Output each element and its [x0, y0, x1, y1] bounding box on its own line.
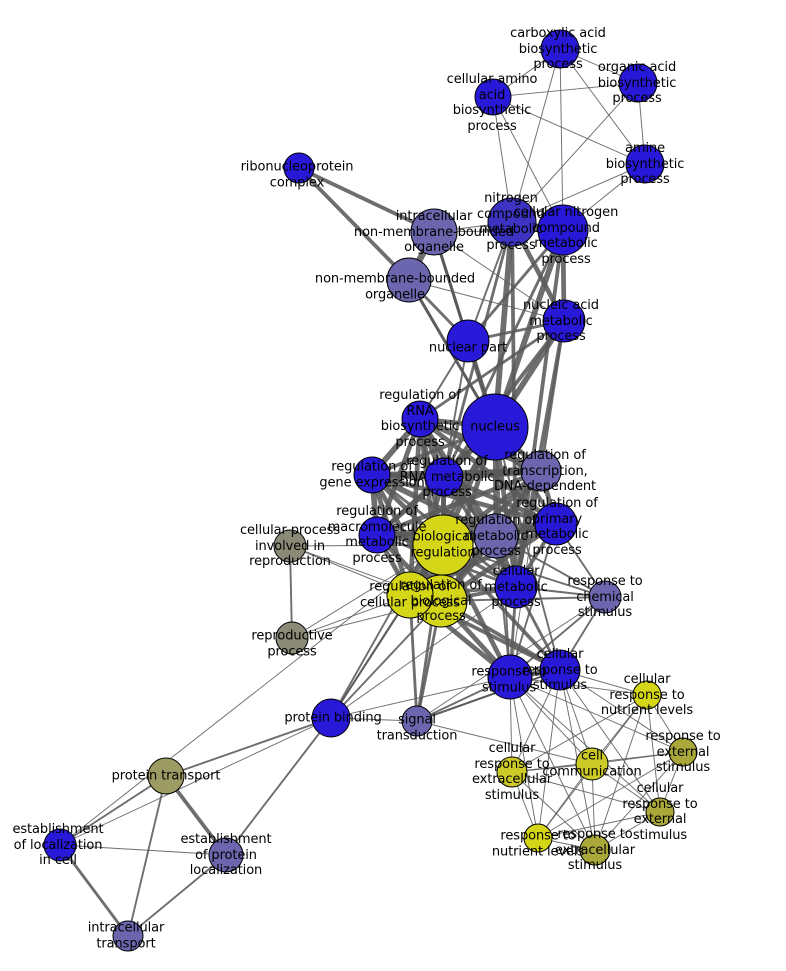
graph-edge — [408, 279, 565, 322]
graph-edge — [127, 854, 227, 937]
graph-edge — [433, 231, 565, 322]
graph-edge — [492, 219, 515, 430]
graph-node-response_to_nutrient_levels[interactable] — [523, 823, 553, 853]
graph-edge — [127, 775, 167, 937]
graph-node-cellular_response_to_external_stimulus[interactable] — [645, 797, 675, 827]
graph-edge — [330, 586, 517, 719]
graph-edge — [509, 523, 557, 678]
graph-edge — [646, 694, 661, 813]
graph-node-regulation_of_cellular_process[interactable] — [386, 571, 434, 619]
graph-node-response_to_chemical_stimulus[interactable] — [588, 580, 622, 614]
graph-node-biological_regulation[interactable] — [412, 514, 474, 576]
graph-edge — [369, 472, 559, 527]
graph-node-nuclear_part[interactable] — [446, 319, 490, 363]
graph-edge — [559, 48, 646, 165]
graph-node-regulation_of_rna_biosynthetic_process[interactable] — [401, 400, 439, 438]
graph-node-cellular_nitrogen_compound_metabolic_process[interactable] — [537, 204, 589, 256]
graph-node-cellular_amino_acid_biosynthetic_process[interactable] — [474, 78, 512, 116]
graph-node-intracellular_non_membrane_bounded_organelle[interactable] — [410, 208, 458, 256]
graph-edge — [539, 319, 566, 473]
graph-edge — [297, 166, 436, 234]
graph-edge — [492, 96, 646, 165]
graph-node-cellular_response_to_extracellular_stimulus[interactable] — [496, 756, 528, 788]
graph-node-regulation_of_transcription_dna_dependent[interactable] — [520, 450, 562, 492]
graph-edge — [509, 676, 596, 851]
graph-edge — [374, 468, 544, 538]
graph-node-non_membrane_bounded_organelle[interactable] — [386, 257, 432, 303]
graph-node-regulation_of_rna_metabolic_process[interactable] — [424, 457, 464, 497]
graph-edge — [297, 166, 411, 282]
graph-edge — [509, 676, 539, 839]
graph-node-protein_binding[interactable] — [311, 698, 351, 738]
graph-edge — [511, 694, 648, 773]
graph-node-reproductive_process[interactable] — [275, 621, 309, 655]
graph-node-establishment_of_protein_localization[interactable] — [208, 837, 244, 873]
node-layer — [43, 29, 698, 952]
graph-node-nucleic_acid_metabolic_process[interactable] — [542, 299, 586, 343]
graph-node-organic_acid_biosynthetic_process[interactable] — [618, 63, 658, 103]
graph-edge — [330, 676, 511, 719]
graph-edge — [511, 771, 596, 851]
graph-edge — [59, 717, 332, 846]
graph-node-cell_communication[interactable] — [575, 747, 609, 781]
graph-edge — [225, 717, 332, 856]
graph-node-regulation_of_primary_metabolic_process[interactable] — [534, 502, 578, 546]
graph-node-signal_transduction[interactable] — [401, 705, 433, 737]
graph-edge — [559, 48, 564, 231]
graph-edge — [59, 544, 444, 846]
graph-node-regulation_of_gene_expression[interactable] — [353, 456, 391, 494]
graph-edge — [330, 594, 411, 719]
graph-edge — [511, 82, 639, 223]
graph-node-carboxylic_acid_biosynthetic_process[interactable] — [540, 29, 580, 69]
graph-edge — [330, 600, 442, 719]
graph-node-amine_biosynthetic_process[interactable] — [625, 144, 665, 184]
graph-node-protein_transport[interactable] — [147, 757, 185, 795]
graph-edge — [369, 472, 499, 539]
graph-edge — [511, 48, 561, 223]
graph-node-ribonucleoprotein_complex[interactable] — [283, 152, 315, 184]
graph-edge — [509, 676, 684, 753]
graph-node-nucleus[interactable] — [461, 393, 529, 461]
graph-edge — [416, 720, 593, 765]
graph-node-cellular_process_involved_in_reproduction[interactable] — [273, 529, 307, 563]
graph-edge — [559, 669, 684, 753]
graph-node-cellular_metabolic_process[interactable] — [494, 565, 538, 609]
graph-edge — [492, 82, 639, 98]
graph-node-cellular_response_to_stimulus[interactable] — [539, 649, 581, 691]
graph-node-regulation_of_metabolic_process[interactable] — [473, 513, 519, 559]
graph-edge — [443, 340, 469, 478]
graph-node-response_to_extracellular_stimulus[interactable] — [579, 834, 611, 866]
graph-edge — [59, 844, 227, 856]
graph-edge — [416, 669, 561, 722]
graph-edge — [495, 535, 511, 678]
graph-node-nitrogen_compound_metabolic_process[interactable] — [487, 197, 537, 247]
graph-node-cellular_response_to_nutrient_levels[interactable] — [632, 680, 662, 710]
graph-node-response_to_external_stimulus[interactable] — [668, 737, 698, 767]
graph-edge — [59, 775, 167, 846]
graph-node-intracellular_transport[interactable] — [112, 920, 144, 952]
graph-edge — [511, 771, 661, 813]
graph-edge — [165, 717, 332, 777]
graph-edge — [537, 811, 661, 839]
graph-edge — [537, 751, 684, 839]
graph-edge — [594, 751, 684, 851]
graph-node-regulation_of_macromolecule_metabolic_process[interactable] — [358, 516, 396, 554]
graph-node-establishment_of_localization_in_cell[interactable] — [43, 828, 77, 862]
graph-edge — [537, 669, 561, 839]
graph-edge — [494, 426, 561, 671]
graph-node-response_to_stimulus[interactable] — [487, 654, 533, 700]
graph-edge — [58, 843, 130, 938]
graph-edge — [418, 319, 566, 421]
